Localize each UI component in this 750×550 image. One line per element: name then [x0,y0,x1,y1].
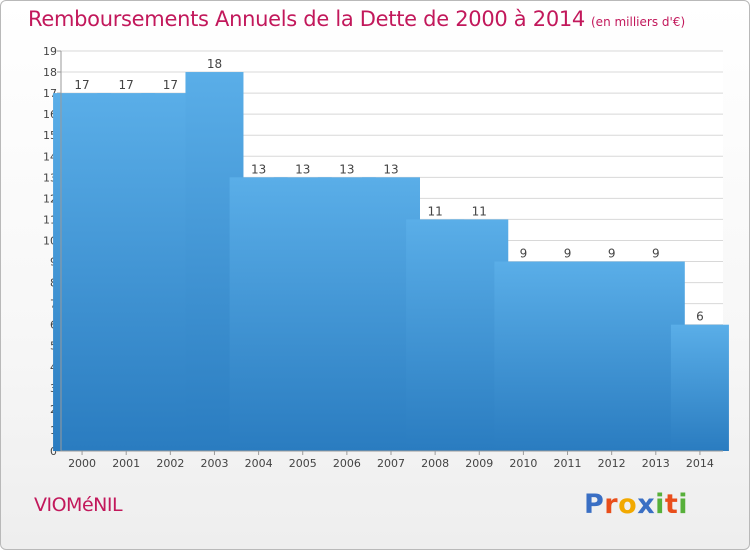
x-tick-label: 2011 [554,457,582,470]
x-tick-label: 2000 [68,457,96,470]
data-label: 9 [652,247,660,261]
commune-name: VIOMéNIL [34,494,123,516]
proxiti-logo: Proxiti [584,489,688,520]
x-tick-label: 2007 [377,457,405,470]
data-label: 6 [696,310,704,324]
bars: 17 17 17 18 13 13 13 13 11 11 9 9 9 9 6 [53,57,729,452]
data-label: 11 [472,204,487,218]
data-label: 13 [295,162,310,176]
data-label: 18 [207,57,222,71]
data-label: 11 [427,204,442,218]
y-tick-label: 18 [43,66,57,79]
logo-letter: o [618,489,638,520]
y-tick-label: 0 [50,445,57,458]
data-label: 9 [564,247,572,261]
data-label: 9 [520,247,528,261]
logo-letter: i [678,489,689,520]
bar-2014 [670,324,729,451]
x-tick-label: 2013 [642,457,670,470]
logo-letter: t [664,489,679,520]
x-tick-label: 2009 [465,457,493,470]
data-label: 17 [163,78,178,92]
y-tick-label: 19 [43,45,57,58]
logo-letter: x [637,489,656,520]
x-tick-label: 2008 [421,457,449,470]
data-label: 9 [608,247,616,261]
x-tick-label: 2006 [333,457,361,470]
data-label: 17 [74,78,89,92]
x-tick-label: 2012 [598,457,626,470]
data-label: 17 [119,78,134,92]
data-label: 13 [383,162,398,176]
chart-title: Remboursements Annuels de la Dette de 20… [28,7,685,31]
data-label: 13 [251,162,266,176]
x-tick-label: 2004 [245,457,273,470]
x-tick-label: 2002 [156,457,184,470]
x-tick-label: 2010 [509,457,537,470]
x-tick-label: 2003 [200,457,228,470]
chart-unit-label: (en milliers d'€) [591,15,686,29]
x-tick-label: 2005 [289,457,317,470]
x-tick-label: 2001 [112,457,140,470]
logo-letter: r [604,489,619,520]
logo-letter: i [655,489,665,520]
x-axis-ticks: 2000 2001 2002 2003 2004 2005 2006 2007 2008 2009… [68,451,714,470]
logo-letter: P [584,489,605,520]
x-tick-label: 2014 [686,457,714,470]
chart-title-text: Remboursements Annuels de la Dette de 20… [28,7,585,31]
data-label: 13 [339,162,354,176]
